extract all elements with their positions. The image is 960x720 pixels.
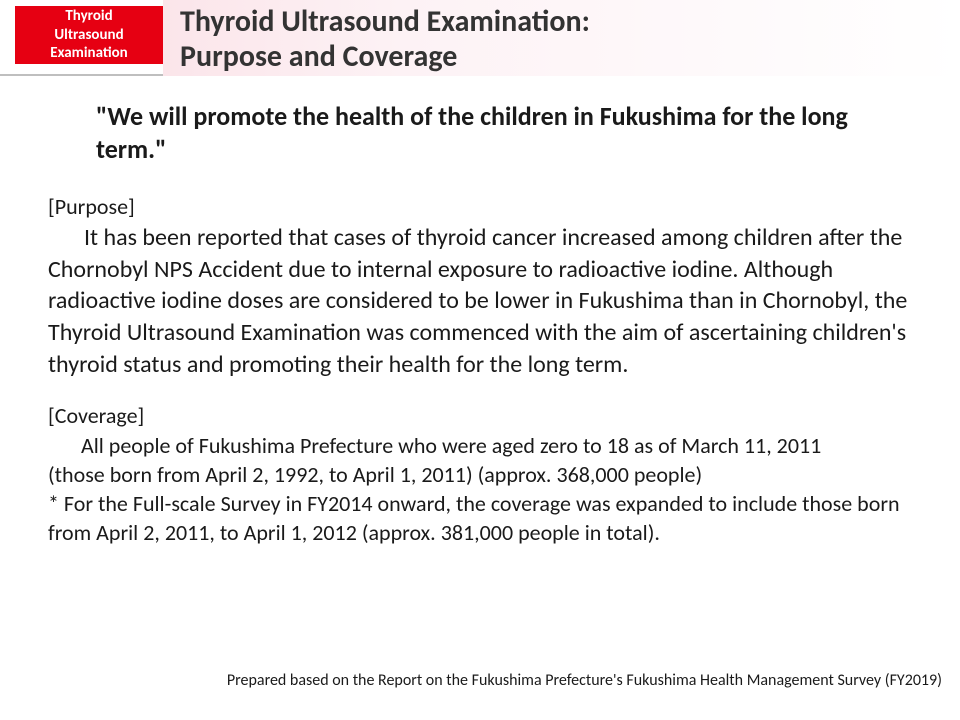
badge-line: Examination — [15, 44, 163, 63]
coverage-line: All people of Fukushima Prefecture who w… — [48, 431, 912, 460]
badge-line: Ultrasound — [15, 26, 163, 45]
coverage-line: * For the Full-scale Survey in FY2014 on… — [48, 490, 900, 546]
purpose-label: [Purpose] — [48, 193, 912, 220]
purpose-body: It has been reported that cases of thyro… — [48, 222, 912, 380]
header: Thyroid Ultrasound Examination Thyroid U… — [0, 0, 960, 76]
coverage-label: [Coverage] — [48, 402, 912, 429]
headline-quote: "We will promote the health of the child… — [96, 100, 872, 165]
category-badge: Thyroid Ultrasound Examination — [15, 6, 163, 64]
coverage-body: All people of Fukushima Prefecture who w… — [48, 431, 912, 547]
footer-citation: Prepared based on the Report on the Fuku… — [227, 671, 942, 690]
content-area: "We will promote the health of the child… — [0, 76, 960, 547]
badge-line: Thyroid — [15, 7, 163, 26]
coverage-line: (those born from April 2, 1992, to April… — [48, 461, 702, 488]
page-title: Thyroid Ultrasound Examination:Purpose a… — [180, 5, 590, 74]
